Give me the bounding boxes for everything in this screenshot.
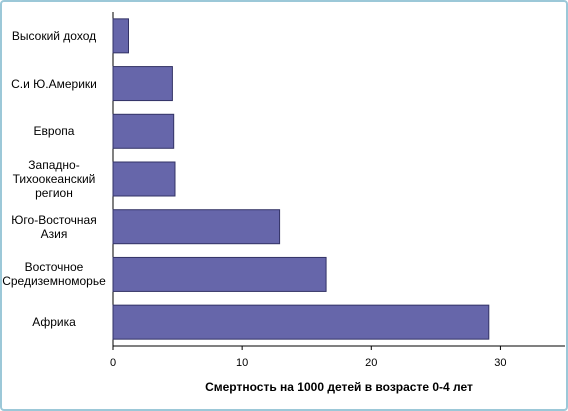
bar	[112, 304, 490, 340]
bar	[112, 161, 176, 197]
y-tick-label: Высокий доход	[11, 28, 97, 43]
y-tick-label: Европа	[33, 124, 75, 139]
x-tick-label: 30	[494, 357, 506, 369]
x-axis-label: Смертность на 1000 детей в возрасте 0-4 …	[205, 380, 473, 394]
y-tick-label: Африка	[32, 315, 76, 330]
bar	[112, 113, 175, 149]
y-tick-label: С.и Ю.Америки	[11, 76, 97, 91]
x-tick-label: 10	[236, 357, 248, 369]
bar	[112, 209, 281, 245]
y-tick-label: Юго-Восточная Азия	[11, 212, 97, 241]
y-tick-label: Западно- Тихоокеанский регион	[12, 158, 96, 200]
bar	[112, 18, 129, 54]
x-tick-label: 20	[365, 357, 377, 369]
bar	[112, 66, 173, 102]
y-tick-label: Восточное Средиземноморье	[2, 260, 106, 289]
bar	[112, 256, 327, 292]
x-tick-label: 0	[110, 357, 116, 369]
